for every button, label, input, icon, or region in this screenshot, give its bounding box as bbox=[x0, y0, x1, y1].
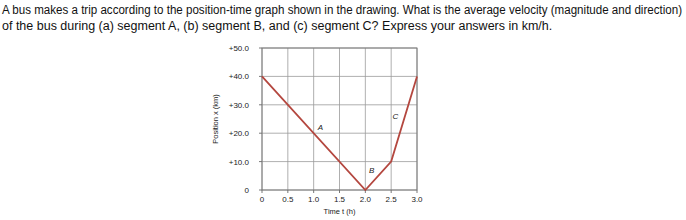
y-axis-label: Position x (km) bbox=[211, 94, 220, 144]
x-tick-label: 2.0 bbox=[360, 195, 372, 204]
x-tick-label: 0.5 bbox=[282, 195, 294, 204]
y-tick bbox=[259, 133, 262, 134]
x-grid-line bbox=[287, 48, 288, 190]
x-tick-label: 0 bbox=[260, 195, 265, 204]
x-tick-label: 1.5 bbox=[334, 195, 346, 204]
y-tick bbox=[259, 48, 262, 49]
x-grid-line bbox=[365, 48, 366, 190]
y-tick-label: +50.0 bbox=[229, 44, 250, 53]
segment-label: C bbox=[393, 112, 399, 121]
subtitle: of the bus during (a) segment A, (b) seg… bbox=[2, 19, 552, 33]
y-tick-label: +30.0 bbox=[229, 101, 250, 110]
position-line bbox=[262, 76, 417, 190]
y-tick bbox=[259, 76, 262, 77]
segment-label: B bbox=[369, 166, 375, 175]
x-grid-line bbox=[313, 48, 314, 190]
grid bbox=[262, 48, 417, 190]
y-tick-label: +40.0 bbox=[229, 72, 250, 81]
x-axis-label: Time t (h) bbox=[324, 207, 356, 216]
y-tick-label: +20.0 bbox=[229, 129, 250, 138]
x-tick-label: 1.0 bbox=[308, 195, 320, 204]
y-tick-label: 0 bbox=[245, 186, 250, 195]
x-tick-label: 3.0 bbox=[411, 195, 423, 204]
y-tick bbox=[259, 161, 262, 162]
x-grid-line bbox=[391, 48, 392, 190]
data-layer bbox=[262, 76, 417, 190]
x-tick-label: 2.5 bbox=[386, 195, 398, 204]
x-grid-line bbox=[339, 48, 340, 190]
y-tick bbox=[259, 104, 262, 105]
y-tick-label: +10.0 bbox=[229, 158, 250, 167]
plot-frame bbox=[262, 48, 417, 190]
figure: A bus makes a trip according to the posi… bbox=[0, 0, 686, 220]
title: A bus makes a trip according to the posi… bbox=[2, 3, 682, 17]
y-tick bbox=[259, 190, 262, 191]
segment-label: A bbox=[317, 123, 323, 132]
